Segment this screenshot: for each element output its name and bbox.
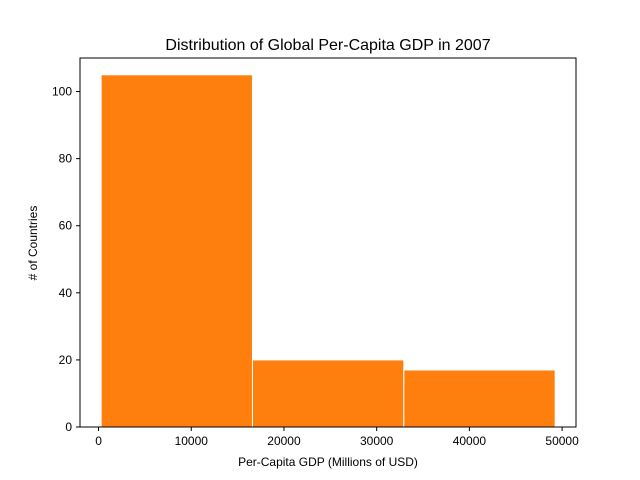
y-tick-label: 0	[65, 420, 72, 434]
y-tick-label: 60	[59, 219, 73, 233]
x-tick-label: 0	[95, 434, 102, 448]
x-tick-label: 40000	[453, 434, 487, 448]
x-axis-ticks: 0 10000 20000 30000 40000 50000	[95, 427, 579, 448]
x-tick-label: 10000	[175, 434, 209, 448]
y-axis-ticks: 0 20 40 60 80 100	[52, 85, 80, 434]
histogram-bar-1	[100, 74, 253, 428]
x-axis-label: Per-Capita GDP (Millions of USD)	[238, 455, 418, 469]
histogram-bar-2	[251, 359, 405, 428]
y-tick-label: 100	[52, 85, 72, 99]
x-tick-label: 20000	[267, 434, 301, 448]
chart-title: Distribution of Global Per-Capita GDP in…	[165, 37, 490, 54]
y-tick-label: 80	[59, 152, 73, 166]
y-axis-label: # of Countries	[26, 206, 40, 281]
x-tick-label: 30000	[360, 434, 394, 448]
y-tick-label: 40	[59, 286, 73, 300]
histogram-bar-3	[403, 369, 556, 428]
y-tick-label: 20	[59, 353, 73, 367]
histogram-bars	[100, 74, 556, 428]
x-tick-label: 50000	[545, 434, 579, 448]
plot-frame	[79, 57, 577, 428]
